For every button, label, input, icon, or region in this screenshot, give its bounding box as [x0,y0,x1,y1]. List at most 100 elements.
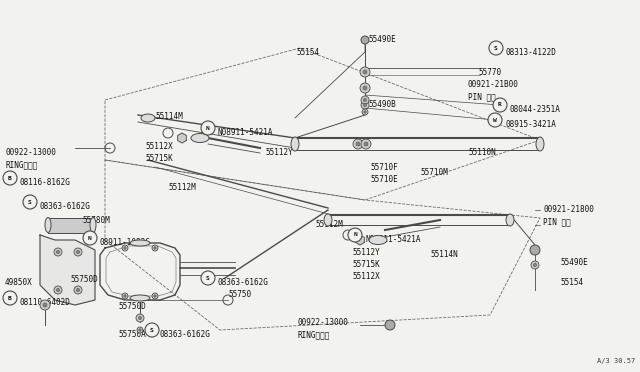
Ellipse shape [506,214,514,226]
Text: 55490B: 55490B [368,100,396,109]
Text: 55112M: 55112M [168,183,196,192]
Text: 08110-6402D: 08110-6402D [20,298,71,307]
Polygon shape [178,133,186,143]
Text: 55154: 55154 [296,48,319,57]
Text: 55770: 55770 [478,68,501,77]
Circle shape [137,327,143,333]
Circle shape [385,320,395,330]
Text: S: S [150,327,154,333]
Circle shape [154,295,156,297]
Circle shape [40,300,50,310]
Circle shape [74,286,82,294]
Text: 55715K: 55715K [352,260,380,269]
Polygon shape [40,235,95,305]
Circle shape [54,286,62,294]
Ellipse shape [45,218,51,232]
Text: A/3 30.57: A/3 30.57 [596,358,635,364]
Text: PIN ピン: PIN ピン [468,92,496,101]
Bar [48,218,93,233]
Circle shape [145,323,159,337]
Text: PIN ピン: PIN ピン [543,217,571,226]
Text: 08363-6162G: 08363-6162G [40,202,91,211]
Circle shape [154,247,156,249]
Text: 55114M: 55114M [155,112,183,121]
Circle shape [54,248,62,256]
Text: R: R [498,103,502,108]
Text: RINGリング: RINGリング [298,330,330,339]
Text: 55490E: 55490E [560,258,588,267]
Circle shape [23,195,37,209]
Circle shape [83,231,97,245]
Ellipse shape [141,114,155,122]
Ellipse shape [291,137,299,151]
Text: B: B [8,176,12,180]
Text: 55112Y: 55112Y [352,248,380,257]
Circle shape [76,288,79,292]
Circle shape [363,70,367,74]
Ellipse shape [191,134,209,142]
Text: 55710F: 55710F [370,163,397,172]
Text: RINGリング: RINGリング [5,160,37,169]
Text: 08313-4122D: 08313-4122D [505,48,556,57]
Text: 55710M: 55710M [420,168,448,177]
Circle shape [348,228,362,242]
Circle shape [364,111,366,113]
Circle shape [364,103,367,107]
Circle shape [353,139,363,149]
Text: 00922-13000: 00922-13000 [298,318,349,327]
Text: 55154: 55154 [560,278,583,287]
Circle shape [122,293,128,299]
Text: 08363-6162G: 08363-6162G [218,278,269,287]
Text: 55715K: 55715K [145,154,173,163]
Ellipse shape [130,295,150,301]
Circle shape [201,121,215,135]
Text: N08911-5421A: N08911-5421A [365,235,420,244]
Circle shape [360,83,370,93]
Text: 55112Y: 55112Y [265,148,292,157]
Circle shape [533,263,536,267]
Circle shape [201,271,215,285]
Text: 55110N: 55110N [468,148,496,157]
Circle shape [356,142,360,146]
Text: 08911-1082G: 08911-1082G [100,238,151,247]
Circle shape [364,99,367,102]
Text: 55710E: 55710E [370,175,397,184]
Text: 55750A: 55750A [118,330,146,339]
Circle shape [74,248,82,256]
Circle shape [3,291,17,305]
Ellipse shape [130,240,150,246]
Circle shape [3,171,17,185]
Text: 08363-6162G: 08363-6162G [160,330,211,339]
Text: 00922-13000: 00922-13000 [5,148,56,157]
Ellipse shape [90,218,96,232]
Circle shape [360,67,370,77]
Text: 00921-21B00: 00921-21B00 [468,80,519,89]
Polygon shape [356,235,364,245]
Text: 08116-8162G: 08116-8162G [20,178,71,187]
Text: 55490E: 55490E [368,35,396,44]
Circle shape [493,98,507,112]
Text: 55780M: 55780M [82,216,109,225]
Circle shape [530,245,540,255]
Circle shape [363,86,367,90]
Text: 55750D: 55750D [118,302,146,311]
Ellipse shape [536,137,544,151]
Text: S: S [494,45,498,51]
Ellipse shape [324,214,332,226]
Text: 49850X: 49850X [5,278,33,287]
Text: 55750: 55750 [228,290,251,299]
Circle shape [361,101,369,109]
Circle shape [361,36,369,44]
Circle shape [152,293,158,299]
Circle shape [43,303,47,307]
Circle shape [124,295,126,297]
Text: S: S [206,276,210,280]
Circle shape [139,329,141,331]
Circle shape [138,317,141,320]
Text: N: N [88,235,92,241]
Text: 55114N: 55114N [430,250,458,259]
Circle shape [76,250,79,254]
Circle shape [136,314,144,322]
Text: B: B [8,295,12,301]
Text: S: S [28,199,32,205]
